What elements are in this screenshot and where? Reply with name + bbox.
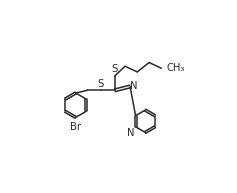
Text: N: N — [127, 128, 134, 138]
Text: S: S — [112, 64, 118, 74]
Text: N: N — [130, 81, 137, 91]
Text: Br: Br — [70, 122, 81, 132]
Text: CH₃: CH₃ — [167, 63, 185, 73]
Text: S: S — [97, 79, 104, 89]
